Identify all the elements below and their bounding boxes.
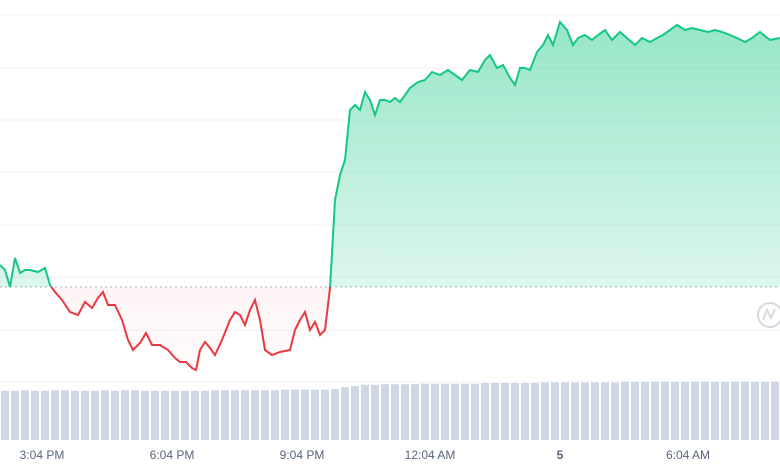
volume-bar	[541, 382, 549, 440]
x-tick-label: 5	[557, 448, 564, 462]
volume-bar	[771, 381, 779, 440]
volume-bar	[351, 386, 359, 440]
volume-bar	[681, 381, 689, 440]
volume-bar	[581, 382, 589, 440]
volume-bar	[481, 383, 489, 440]
volume-bar	[191, 390, 199, 440]
volume-bar	[661, 381, 669, 440]
volume-bar	[71, 390, 79, 440]
volume-bar	[591, 382, 599, 440]
volume-bar	[321, 389, 329, 440]
volume-bar	[61, 390, 69, 440]
volume-bar	[151, 390, 159, 440]
volume-bar	[251, 390, 259, 440]
volume-bar	[641, 381, 649, 440]
volume-bar	[511, 383, 519, 440]
price-line-down	[8, 287, 332, 372]
volume-bar	[271, 390, 279, 440]
volume-bar	[431, 383, 439, 440]
volume-bar	[401, 384, 409, 440]
volume-bar	[471, 383, 479, 440]
x-tick-label: 12:04 AM	[405, 448, 456, 462]
volume-bar	[41, 390, 49, 440]
volume-bar	[741, 381, 749, 440]
volume-bar	[441, 383, 449, 440]
volume-bar	[601, 382, 609, 440]
volume-bar	[571, 382, 579, 440]
volume-bar	[261, 390, 269, 440]
volume-bar	[311, 389, 319, 440]
price-line-up	[0, 19, 780, 287]
volume-bar	[751, 381, 759, 440]
volume-bar	[101, 390, 109, 440]
volume-bar	[731, 381, 739, 440]
area-up	[0, 22, 780, 287]
volume-bar	[181, 390, 189, 440]
volume-bar	[91, 390, 99, 440]
volume-bar	[11, 390, 19, 440]
volume-bar	[531, 383, 539, 440]
watermark	[757, 302, 780, 328]
volume-bar	[331, 389, 339, 440]
volume-bar	[81, 390, 89, 440]
volume-bar	[721, 381, 729, 440]
volume-bar	[1, 390, 9, 440]
volume-bar	[631, 381, 639, 440]
volume-bar	[141, 390, 149, 440]
volume-bar	[651, 381, 659, 440]
volume-bar	[291, 389, 299, 440]
volume-bar	[51, 390, 59, 440]
volume-bar	[551, 382, 559, 440]
volume-bar	[131, 390, 139, 440]
volume-bar	[21, 390, 29, 440]
volume-bar	[691, 381, 699, 440]
volume-bar	[161, 390, 169, 440]
volume-bar	[671, 381, 679, 440]
volume-bar	[371, 384, 379, 440]
volume-bar	[521, 383, 529, 440]
volume-bar	[301, 389, 309, 440]
x-tick-label: 3:04 PM	[20, 448, 65, 462]
volume-bar	[31, 390, 39, 440]
volume-bar	[171, 390, 179, 440]
volume-bar	[241, 390, 249, 440]
area-down	[0, 287, 780, 370]
volume-bar	[201, 390, 209, 440]
x-tick-label: 6:04 AM	[666, 448, 710, 462]
volume-bar	[701, 381, 709, 440]
volume-bar	[211, 390, 219, 440]
volume-bar	[711, 381, 719, 440]
volume-bar	[451, 383, 459, 440]
volume-bar	[361, 384, 369, 440]
volume-bar	[111, 390, 119, 440]
volume-bar	[501, 383, 509, 440]
volume-bar	[341, 387, 349, 440]
volume-bar	[391, 384, 399, 440]
volume-bar	[761, 381, 769, 440]
volume-bar	[221, 390, 229, 440]
volume-bar	[411, 384, 419, 440]
volume-bar	[231, 390, 239, 440]
volume-bar	[561, 382, 569, 440]
volume-bar	[621, 381, 629, 440]
volume-bar	[611, 382, 619, 440]
volume-bar	[121, 390, 129, 440]
x-tick-label: 6:04 PM	[150, 448, 195, 462]
volume-bar	[461, 383, 469, 440]
volume-bar	[281, 389, 289, 440]
volume-bar	[421, 383, 429, 440]
volume-bar	[381, 384, 389, 440]
volume-bar	[491, 383, 499, 440]
x-tick-label: 9:04 PM	[280, 448, 325, 462]
